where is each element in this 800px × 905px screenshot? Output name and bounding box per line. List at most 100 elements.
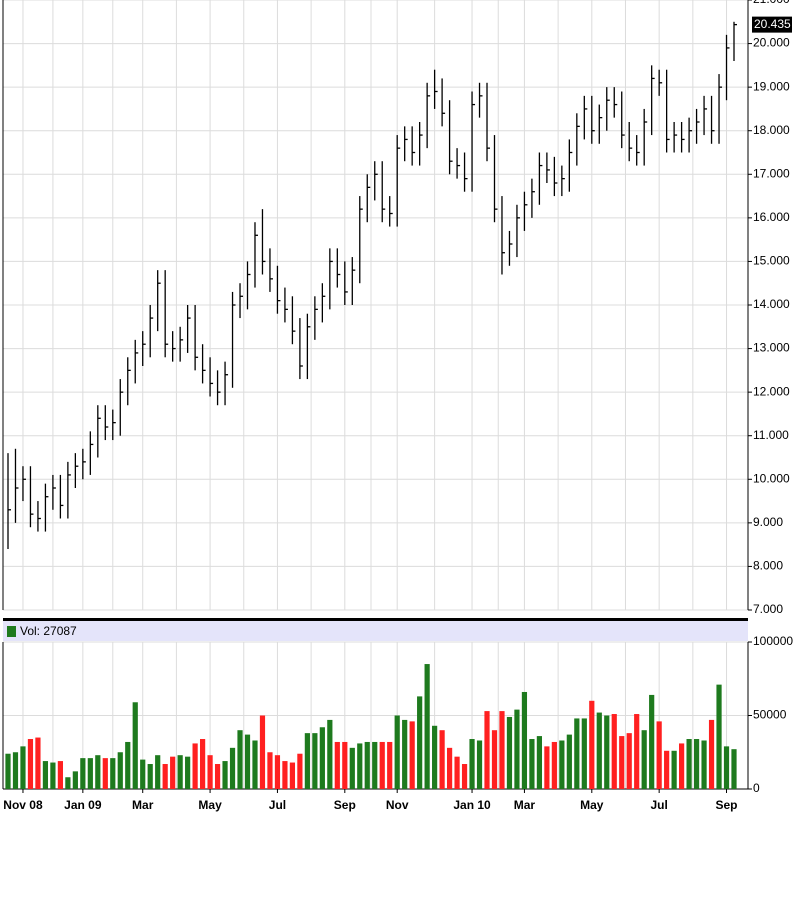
volume-bar [417, 696, 423, 789]
volume-bar [566, 734, 572, 789]
volume-bar [87, 758, 93, 789]
y-tick-label: 19.000 [753, 79, 790, 93]
volume-bar [641, 730, 647, 789]
y-tick-label: 13.000 [753, 341, 790, 355]
volume-bar [409, 721, 415, 789]
volume-bar [701, 740, 707, 789]
volume-bar [334, 741, 340, 789]
volume-bar [649, 694, 655, 789]
volume-bar [626, 733, 632, 789]
volume-bar [162, 764, 168, 789]
volume-bar [229, 747, 236, 789]
volume-header [3, 620, 748, 641]
volume-bar [35, 737, 41, 789]
volume-bar [446, 747, 453, 789]
volume-bar [27, 739, 34, 789]
volume-bar [581, 718, 587, 789]
x-tick-label: Nov [386, 798, 409, 812]
volume-bar [259, 715, 266, 789]
volume-bar [199, 739, 206, 789]
volume-bar [469, 739, 475, 789]
y-tick-label: 0 [753, 781, 760, 795]
volume-bar [499, 711, 505, 789]
volume-bar [267, 752, 273, 789]
volume-bar [708, 719, 715, 789]
volume-bar [589, 700, 595, 789]
volume-bar [611, 714, 617, 789]
y-tick-label: 50000 [753, 708, 787, 722]
y-tick-label: 100000 [753, 634, 793, 648]
volume-bar [454, 756, 460, 789]
x-tick-label: Jul [269, 798, 286, 812]
volume-bar [125, 741, 131, 789]
x-tick-label: May [580, 798, 604, 812]
volume-bar [439, 730, 445, 789]
volume-bar [514, 709, 520, 789]
volume-bar [110, 758, 116, 789]
volume-bar [693, 739, 700, 789]
y-tick-label: 16.000 [753, 210, 790, 224]
y-tick-label: 10.000 [753, 471, 790, 485]
volume-bar [72, 771, 78, 789]
y-tick-label: 14.000 [753, 297, 790, 311]
volume-bar [634, 714, 640, 789]
volume-bar [521, 691, 528, 789]
volume-bar [282, 761, 288, 789]
volume-bar [536, 736, 543, 789]
volume-bar [394, 715, 400, 789]
volume-bar [207, 755, 213, 789]
volume-bar [155, 755, 161, 789]
volume-bar [244, 734, 251, 789]
volume-bar [424, 664, 430, 789]
y-tick-label: 9.000 [753, 515, 783, 529]
volume-bar [192, 743, 198, 789]
y-tick-label: 12.000 [753, 384, 790, 398]
volume-bar [140, 759, 146, 789]
y-tick-label: 18.000 [753, 123, 790, 137]
volume-bar [387, 741, 393, 789]
volume-bar [671, 750, 677, 789]
volume-bar [476, 740, 483, 789]
volume-bar [274, 755, 281, 789]
volume-bar [50, 762, 56, 789]
volume-bar [596, 712, 602, 789]
volume-bar [5, 753, 11, 789]
volume-bar [12, 752, 19, 789]
x-tick-label: Nov 08 [3, 798, 43, 812]
x-tick-label: Mar [132, 798, 154, 812]
y-tick-label: 20.000 [753, 36, 790, 50]
y-tick-label: 7.000 [753, 602, 783, 616]
volume-bar [664, 750, 670, 789]
volume-bar [349, 747, 355, 789]
x-tick-label: Jan 09 [64, 798, 102, 812]
x-tick-label: Sep [716, 798, 738, 812]
volume-bar [716, 684, 722, 789]
volume-bar [461, 764, 468, 789]
volume-bar [551, 741, 557, 789]
legend-swatch [7, 626, 16, 637]
volume-bar [95, 755, 101, 789]
volume-bar [544, 746, 550, 789]
volume-bar [484, 711, 490, 789]
volume-bar [357, 743, 363, 789]
volume-bar [319, 727, 325, 789]
volume-bar [574, 718, 580, 789]
volume-bar [147, 764, 153, 789]
x-tick-label: Sep [334, 798, 356, 812]
volume-bar [559, 740, 565, 789]
volume-bar [656, 721, 662, 789]
volume-bar [57, 761, 63, 789]
y-tick-label: 21.000 [753, 0, 790, 6]
volume-bar [379, 741, 385, 789]
x-tick-label: Jul [650, 798, 667, 812]
volume-bar [342, 741, 348, 789]
volume-bar [364, 741, 370, 789]
volume-bar [42, 761, 49, 789]
volume-bar [604, 715, 610, 789]
volume-bar [529, 739, 535, 789]
x-tick-label: Mar [514, 798, 536, 812]
volume-legend: Vol: 27087 [20, 624, 77, 638]
volume-bar [177, 755, 183, 789]
volume-bar [132, 702, 138, 789]
y-tick-label: 11.000 [753, 428, 789, 442]
